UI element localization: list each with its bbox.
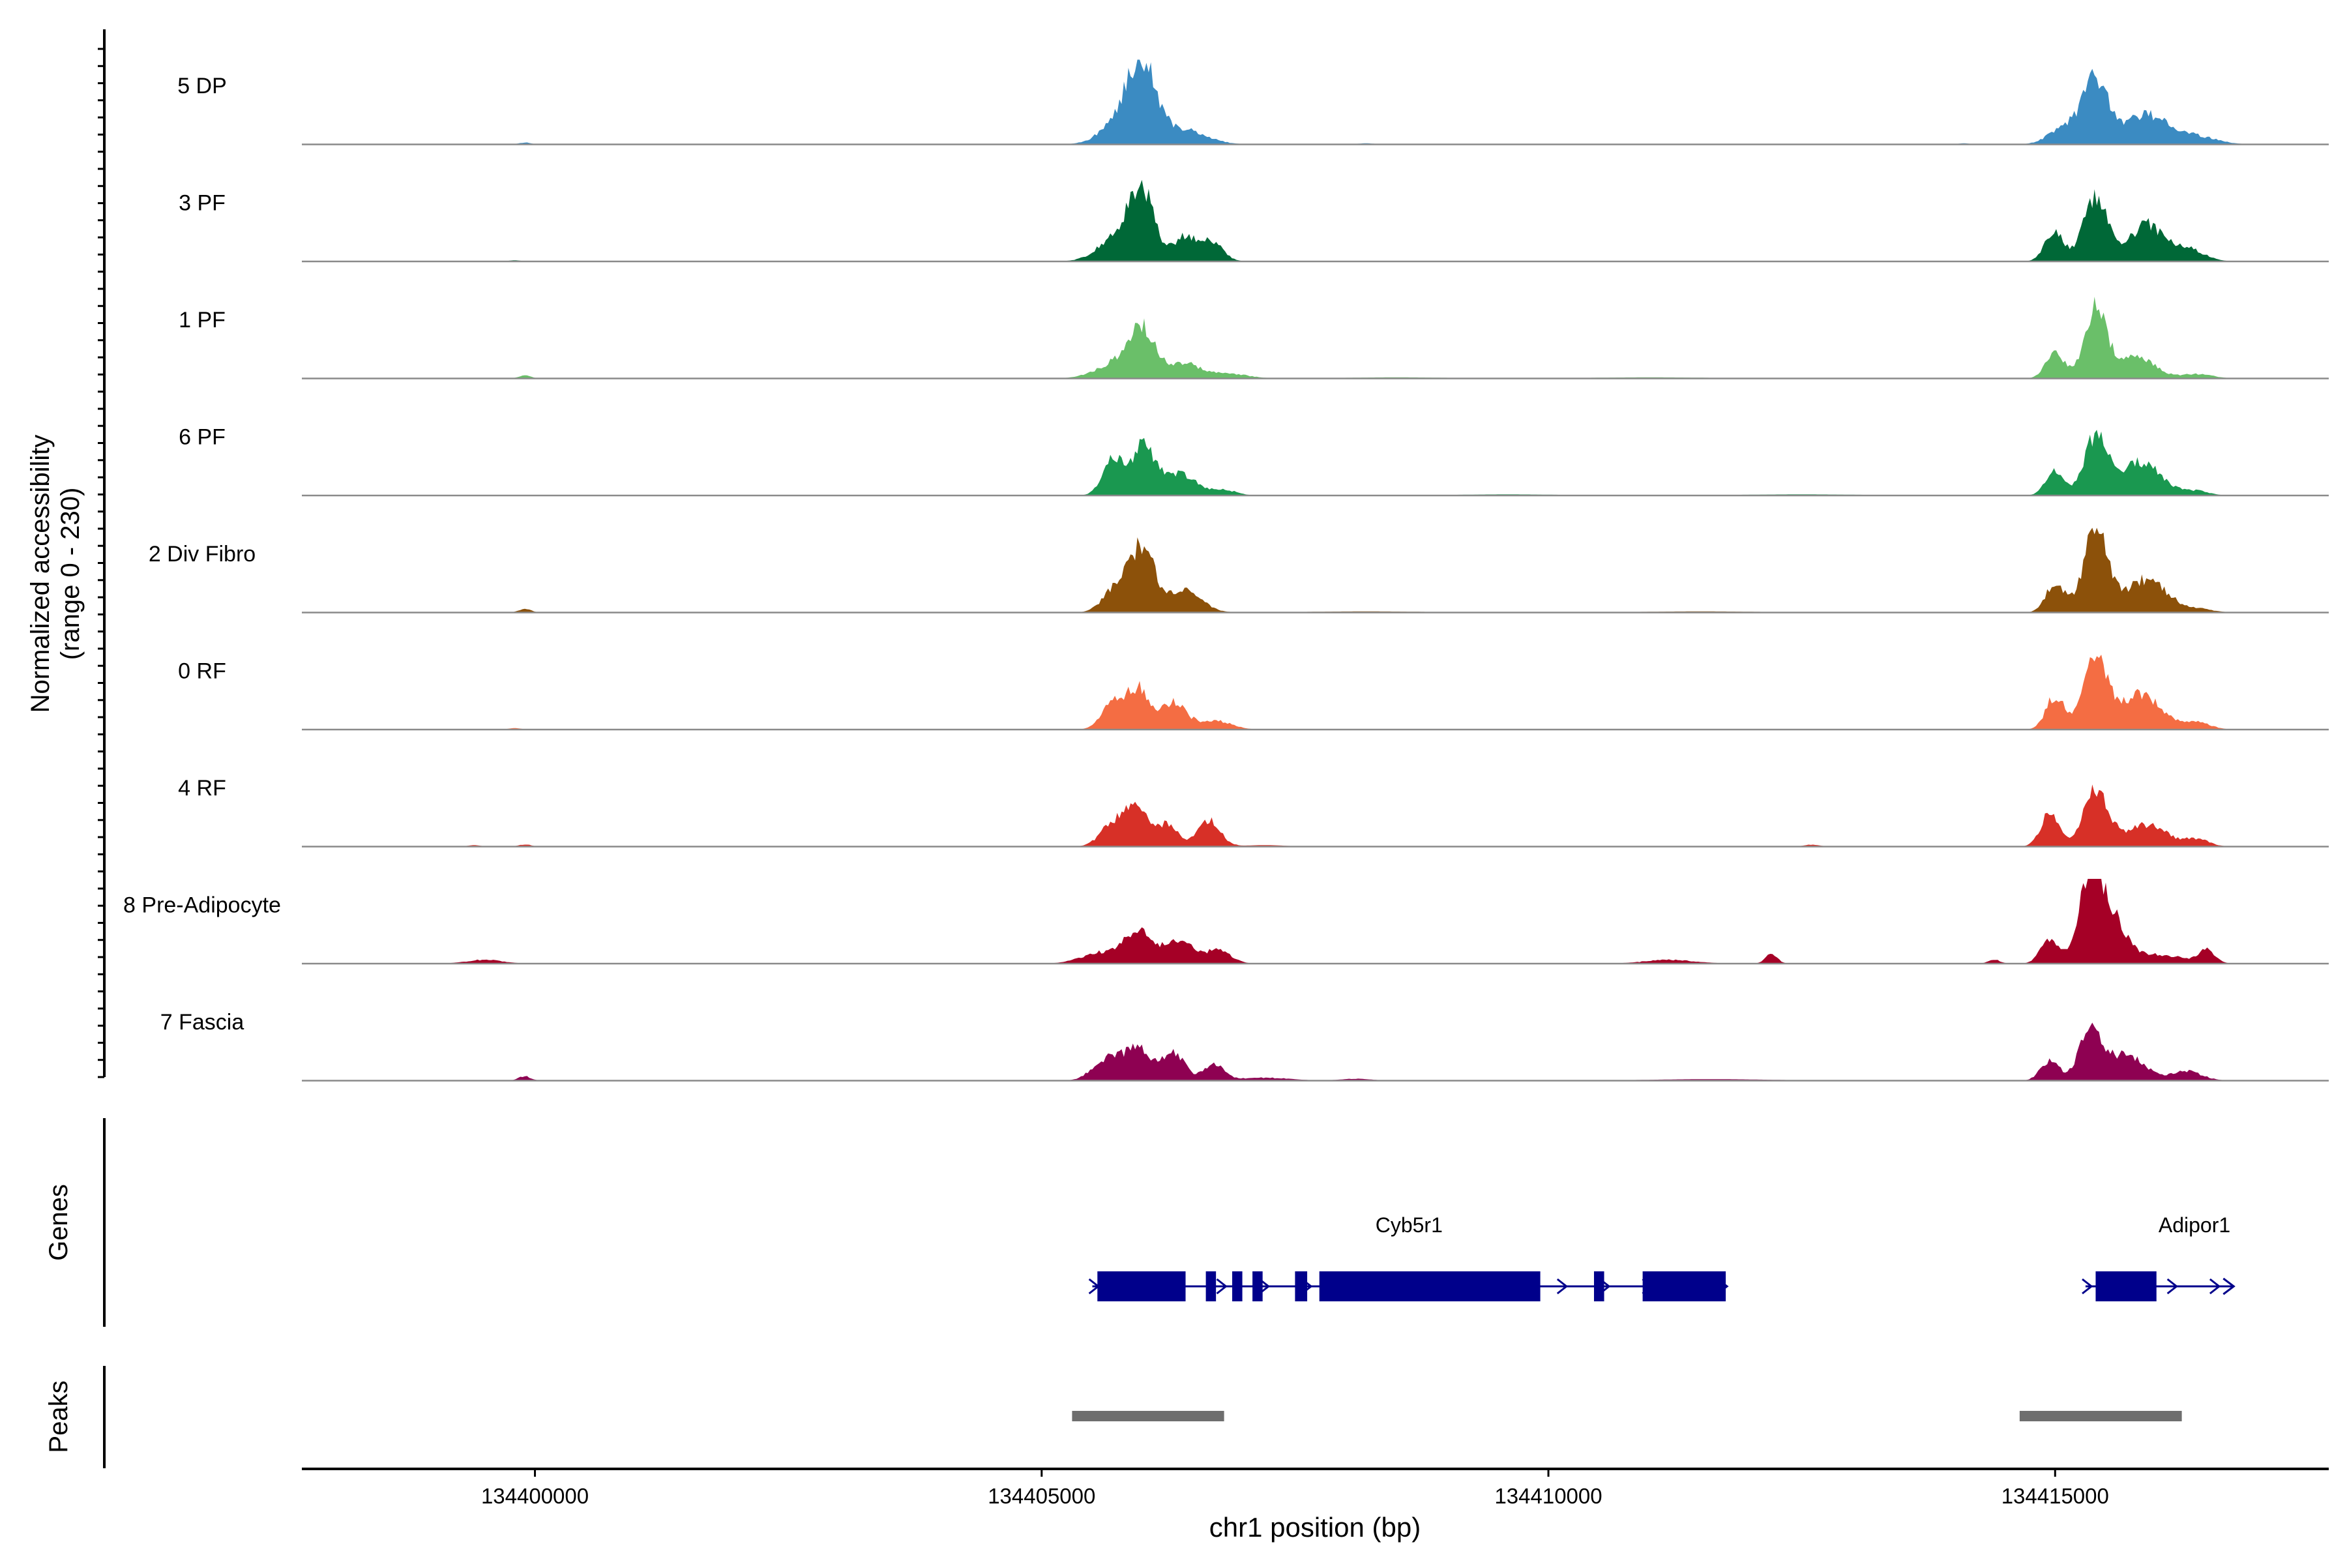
track-7-fascia: 7 Fascia xyxy=(160,1010,2329,1082)
track-8-pre-adipocyte: 8 Pre-Adipocyte xyxy=(123,879,2329,965)
coverage-area-2-div-fibro xyxy=(302,527,2329,613)
gene-exon xyxy=(1232,1271,1243,1301)
track-label-5-dp: 5 DP xyxy=(177,74,227,98)
coverage-area-7-fascia xyxy=(302,1022,2329,1081)
coverage-area-5-dp xyxy=(302,59,2329,145)
gene-models: Cyb5r1 Adipor1 xyxy=(1088,1213,2236,1301)
gene-exon xyxy=(1295,1271,1308,1301)
peak-region xyxy=(2019,1411,2182,1421)
gene-exon xyxy=(1252,1271,1263,1301)
track-1-pf: 1 PF xyxy=(179,297,2329,379)
track-label-1-pf: 1 PF xyxy=(179,308,226,333)
coverage-area-3-pf xyxy=(302,179,2329,261)
x-tick-label: 134410000 xyxy=(1494,1484,1602,1508)
strand-arrow xyxy=(2209,1278,2221,1295)
track-3-pf: 3 PF xyxy=(179,179,2329,263)
y-axis-label: Normalized accessibility xyxy=(26,435,55,713)
track-label-8-pre-adipocyte: 8 Pre-Adipocyte xyxy=(123,893,281,918)
coverage-area-8-pre-adipocyte xyxy=(302,879,2329,964)
gene-exon xyxy=(2095,1271,2157,1301)
y-axis-label-range: (range 0 - 230) xyxy=(56,488,85,660)
track-6-pf: 6 PF xyxy=(179,425,2329,497)
strand-arrow xyxy=(1216,1278,1228,1295)
coverage-area-0-rf xyxy=(302,655,2329,730)
x-tick-label: 134400000 xyxy=(481,1484,589,1508)
track-label-0-rf: 0 RF xyxy=(178,659,226,684)
gene-name-adipor1: Adipor1 xyxy=(2159,1213,2230,1237)
genes-track-label: Genes xyxy=(44,1184,73,1261)
x-axis-label: chr1 position (bp) xyxy=(1209,1512,1421,1543)
gene-adipor1: Adipor1 xyxy=(2082,1213,2236,1301)
track-2-div-fibro: 2 Div Fibro xyxy=(149,527,2329,614)
strand-arrow xyxy=(2166,1278,2179,1295)
gene-exon xyxy=(1097,1271,1186,1301)
gene-name-cyb5r1: Cyb5r1 xyxy=(1376,1213,1443,1237)
peak-region xyxy=(1072,1411,1224,1421)
gene-exon xyxy=(1319,1271,1541,1301)
track-label-7-fascia: 7 Fascia xyxy=(160,1010,244,1035)
track-5-dp: 5 DP xyxy=(177,59,2329,145)
track-label-4-rf: 4 RF xyxy=(178,776,226,801)
strand-arrow xyxy=(2222,1277,2236,1295)
coverage-area-4-rf xyxy=(302,784,2329,847)
coverage-area-1-pf xyxy=(302,297,2329,379)
strand-arrow xyxy=(2082,1278,2093,1295)
gene-exon xyxy=(1642,1271,1726,1301)
x-tick-label: 134405000 xyxy=(988,1484,1095,1508)
peaks-track-label: Peaks xyxy=(44,1380,73,1453)
coverage-tracks: 5 DP 3 PF 1 PF 6 PF 2 Div Fibro 0 RF 4 RF 8 Pre… xyxy=(123,59,2329,1082)
coverage-area-6-pf xyxy=(302,430,2329,496)
gene-cyb5r1: Cyb5r1 xyxy=(1088,1213,1729,1301)
gene-exon xyxy=(1205,1271,1217,1301)
x-tick-label: 134415000 xyxy=(2001,1484,2109,1508)
strand-arrow xyxy=(1556,1278,1569,1295)
peak-regions xyxy=(1072,1411,2182,1421)
gene-exon xyxy=(1593,1271,1604,1301)
track-label-2-div-fibro: 2 Div Fibro xyxy=(149,542,256,567)
track-4-rf: 4 RF xyxy=(178,776,2329,848)
track-0-rf: 0 RF xyxy=(178,655,2329,731)
track-label-3-pf: 3 PF xyxy=(179,191,226,216)
track-label-6-pf: 6 PF xyxy=(179,425,226,450)
x-axis-ticks: 134400000 134405000 134410000 134415000 xyxy=(481,1469,2109,1508)
coverage-y-ticks xyxy=(98,48,104,1078)
